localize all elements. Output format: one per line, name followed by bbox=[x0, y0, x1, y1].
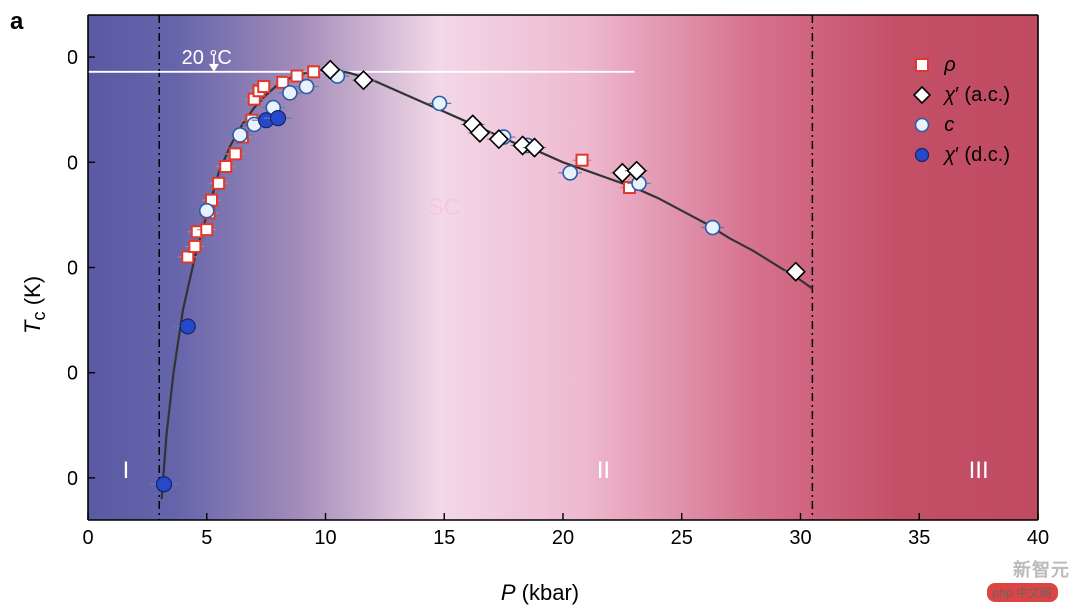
figure-container: a Tc (K) P (kbar) 20 °CIIIIIISC051015202… bbox=[0, 0, 1080, 610]
svg-text:15: 15 bbox=[433, 527, 455, 549]
legend-label: c bbox=[944, 114, 954, 137]
svg-text:300: 300 bbox=[68, 47, 78, 69]
legend-label: ρ bbox=[944, 54, 955, 77]
svg-text:200: 200 bbox=[68, 258, 78, 280]
svg-text:SC: SC bbox=[428, 194, 461, 221]
svg-text:150: 150 bbox=[68, 363, 78, 385]
svg-text:III: III bbox=[969, 457, 989, 484]
svg-text:II: II bbox=[597, 457, 610, 484]
svg-text:5: 5 bbox=[201, 527, 212, 549]
legend-item-chi-dc: χ′ (d.c.) bbox=[910, 140, 1010, 170]
svg-text:40: 40 bbox=[1027, 527, 1049, 549]
watermark-badge: php 中文网 bbox=[987, 583, 1058, 602]
svg-text:100: 100 bbox=[68, 468, 78, 490]
svg-text:35: 35 bbox=[908, 527, 930, 549]
circle-icon bbox=[910, 113, 934, 137]
diamond-icon bbox=[910, 83, 934, 107]
svg-text:20: 20 bbox=[552, 527, 574, 549]
filled-circle-icon bbox=[910, 143, 934, 167]
legend-item-chi-ac: χ′ (a.c.) bbox=[910, 80, 1010, 110]
square-icon bbox=[910, 53, 934, 77]
legend: ρ χ′ (a.c.) c χ′ (d.c.) bbox=[910, 50, 1010, 170]
panel-label: a bbox=[10, 8, 23, 36]
svg-text:10: 10 bbox=[314, 527, 336, 549]
legend-item-rho: ρ bbox=[910, 50, 1010, 80]
svg-text:20 °C: 20 °C bbox=[182, 47, 232, 69]
svg-text:250: 250 bbox=[68, 152, 78, 174]
legend-item-c: c bbox=[910, 110, 1010, 140]
y-axis-label: Tc (K) bbox=[20, 276, 50, 334]
svg-text:0: 0 bbox=[82, 527, 93, 549]
svg-text:30: 30 bbox=[789, 527, 811, 549]
watermark-text: 新智元 bbox=[1013, 556, 1070, 582]
svg-text:25: 25 bbox=[671, 527, 693, 549]
legend-label: χ′ (a.c.) bbox=[944, 84, 1010, 107]
x-axis-label: P (kbar) bbox=[501, 580, 579, 606]
svg-text:I: I bbox=[123, 457, 130, 484]
legend-label: χ′ (d.c.) bbox=[944, 144, 1010, 167]
